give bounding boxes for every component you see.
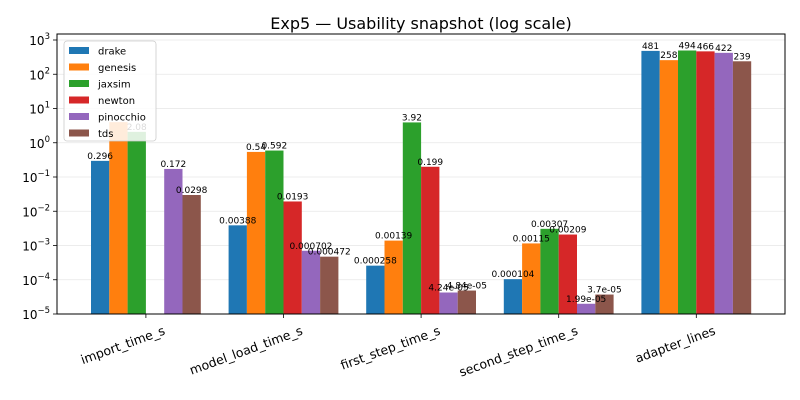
legend-swatch-pinocchio: [69, 113, 89, 120]
data-label: 0.54: [246, 143, 266, 153]
data-label: 494: [679, 41, 696, 51]
bar-genesis-first-step-time-s: [384, 240, 403, 314]
bar-drake-adapter-lines: [641, 50, 660, 314]
y-tick-label: 101: [29, 101, 50, 117]
bar-newton-first-step-time-s: [421, 166, 440, 314]
data-label: 0.296: [87, 152, 113, 162]
legend-swatch-genesis: [69, 63, 89, 71]
chart-title: Exp5 — Usability snapshot (log scale): [270, 14, 572, 33]
x-tick-label: adapter_lines: [633, 323, 717, 366]
y-tick-label: 103: [29, 32, 50, 48]
bar-drake-model-load-time-s: [228, 225, 247, 314]
bar-pinocchio-import-time-s: [164, 168, 183, 314]
bar-jaxsim-first-step-time-s: [402, 122, 422, 314]
bar-drake-first-step-time-s: [366, 265, 385, 314]
bar-genesis-second-step-time-s: [522, 243, 541, 314]
x-tick-label: import_time_s: [79, 323, 167, 367]
legend-swatch-tds: [69, 129, 89, 137]
legend-swatch-jaxsim: [69, 80, 89, 87]
data-labels: 0.2962.080.1720.02980.003880.540.5920.01…: [87, 41, 751, 304]
data-label: 3.92: [402, 113, 422, 123]
data-label: 0.00115: [513, 234, 550, 244]
x-tick-label: second_step_time_s: [457, 323, 580, 380]
legend-label-drake: drake: [98, 47, 126, 58]
y-tick-label: 10−5: [22, 306, 50, 322]
bar-jaxsim-second-step-time-s: [540, 228, 559, 314]
y-axis-ticks: 10−5 10−4 10−3 10−2 10−1 100 101 102 103: [22, 32, 57, 322]
bar-tds-model-load-time-s: [320, 256, 339, 314]
y-tick-label: 10−2: [22, 203, 50, 219]
data-label: 3.7e-05: [587, 286, 622, 296]
legend-label-jaxsim: jaxsim: [97, 80, 131, 91]
bar-jaxsim-adapter-lines: [678, 50, 697, 314]
data-label: 0.0193: [277, 192, 309, 202]
bar-tds-import-time-s: [182, 195, 201, 314]
legend-swatch-newton: [69, 96, 89, 104]
legend-label-pinocchio: pinocchio: [98, 113, 146, 124]
data-label: 0.000258: [354, 257, 397, 267]
data-label: 0.00139: [375, 232, 412, 242]
data-label: 0.592: [261, 142, 287, 152]
data-label: 0.000472: [308, 248, 351, 258]
data-label: 0.00209: [549, 226, 586, 236]
legend-swatch-drake: [69, 47, 89, 54]
legend-label-newton: newton: [98, 96, 135, 107]
bar-pinocchio-model-load-time-s: [301, 250, 321, 314]
legend-label-genesis: genesis: [98, 63, 136, 74]
y-tick-label: 10−4: [22, 272, 50, 288]
bar-tds-first-step-time-s: [457, 290, 476, 314]
bar-drake-second-step-time-s: [503, 279, 523, 314]
legend: drake genesis jaxsim newton pinocchio tds: [63, 40, 157, 142]
legend-label-tds: tds: [98, 129, 113, 140]
data-label: 0.00388: [219, 216, 256, 226]
y-tick-label: 102: [29, 66, 50, 82]
bar-newton-model-load-time-s: [283, 201, 302, 314]
bar-tds-adapter-lines: [732, 61, 752, 314]
x-tick-label: model_load_time_s: [187, 323, 304, 378]
data-label: 258: [660, 51, 677, 61]
data-label: 0.00307: [531, 220, 568, 230]
bar-jaxsim-model-load-time-s: [265, 150, 284, 314]
data-label: 0.000702: [289, 242, 332, 252]
bars: [91, 50, 752, 315]
data-label: 0.199: [417, 158, 443, 168]
data-label: 0.0298: [176, 186, 208, 196]
x-tick-label: first_step_time_s: [338, 323, 442, 373]
data-label: 4.24e-05: [428, 284, 468, 294]
bar-genesis-model-load-time-s: [246, 151, 266, 314]
x-axis-ticks: import_time_s model_load_time_s first_step…: [79, 314, 717, 380]
bar-drake-import-time-s: [91, 160, 110, 314]
data-label: 0.000104: [491, 270, 534, 280]
bar-pinocchio-first-step-time-s: [439, 292, 458, 314]
bar-newton-adapter-lines: [696, 51, 715, 314]
y-tick-label: 10−1: [22, 169, 50, 185]
data-label: 0.172: [160, 160, 186, 170]
data-label: 481: [642, 42, 659, 52]
bar-pinocchio-adapter-lines: [714, 52, 733, 315]
data-label: 422: [715, 44, 732, 54]
bar-tds-second-step-time-s: [595, 294, 614, 314]
data-label: 4.84e-05: [447, 282, 487, 292]
y-tick-label: 100: [29, 135, 50, 151]
bar-newton-second-step-time-s: [558, 234, 577, 314]
bar-genesis-adapter-lines: [659, 60, 678, 314]
data-label: 466: [697, 42, 714, 52]
bar-pinocchio-second-step-time-s: [577, 303, 596, 314]
bar-jaxsim-import-time-s: [127, 131, 146, 314]
bar-genesis-import-time-s: [109, 122, 128, 314]
y-tick-label: 10−3: [22, 238, 50, 254]
data-label: 239: [733, 52, 750, 62]
data-label: 1.99e-05: [566, 295, 606, 305]
